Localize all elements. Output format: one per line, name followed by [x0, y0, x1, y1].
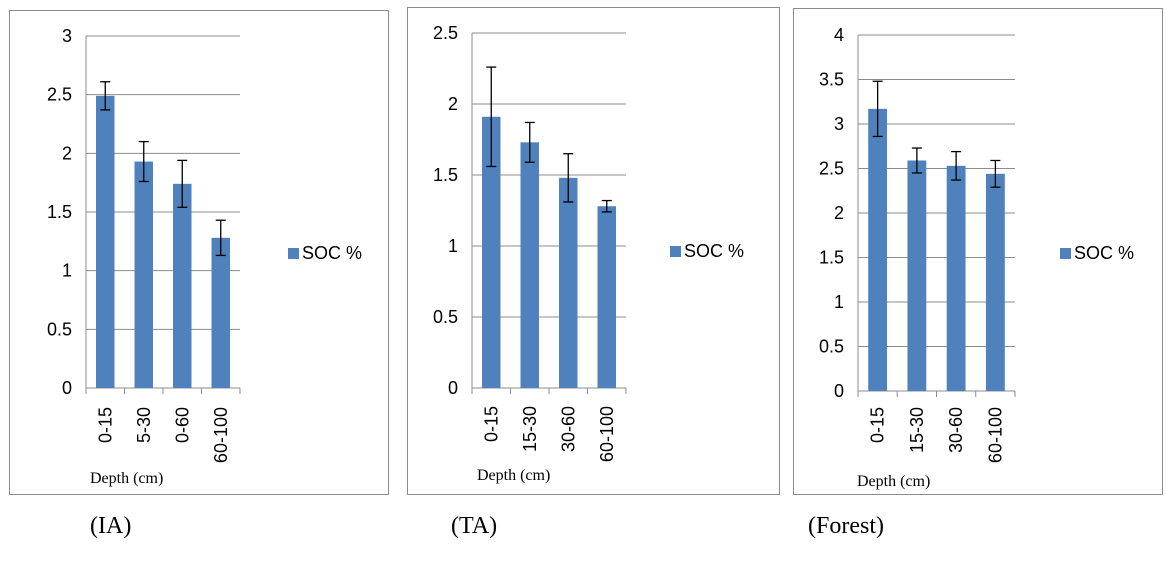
x-axis-label: Depth (cm) — [90, 470, 164, 487]
bar — [946, 165, 966, 391]
x-tick-label: 60-100 — [211, 407, 231, 463]
y-tick-label: 1.5 — [433, 165, 458, 185]
y-tick-label: 1 — [448, 236, 458, 256]
y-tick-label: 2 — [62, 143, 72, 163]
bar — [597, 206, 616, 388]
y-tick-label: 0 — [834, 381, 844, 401]
bar — [173, 183, 192, 388]
chart-forest: 0 0.5 1 1.5 2 2.5 3 3.5 4 0-15 15-30 30-60 60-100 — [819, 25, 1016, 463]
chart-panel-ta: 0 0.5 1 1.5 2 2.5 0-15 15-30 30-60 60-100 Depth (… — [407, 7, 780, 495]
bar — [482, 116, 501, 388]
bar — [985, 173, 1005, 391]
caption-forest: (Forest) — [808, 513, 884, 539]
y-tick-label: 2.5 — [819, 159, 844, 179]
y-tick-label: 0 — [448, 378, 458, 398]
y-tick-label: 2.5 — [433, 23, 458, 43]
x-axis-label: Depth (cm) — [477, 467, 551, 484]
y-tick-label: 3.5 — [819, 70, 844, 90]
y-tick-label: 3 — [834, 114, 844, 134]
caption-ta: (TA) — [451, 513, 498, 539]
x-tick-label: 0-15 — [481, 406, 501, 442]
x-tick-label: 0-60 — [172, 407, 192, 443]
x-tick-label: 60-100 — [985, 407, 1005, 463]
y-tick-label: 2.5 — [47, 85, 72, 105]
x-tick-label: 0-15 — [95, 407, 115, 443]
y-tick-label: 1 — [834, 292, 844, 312]
y-tick-label: 2 — [448, 94, 458, 114]
x-tick-label: 15-30 — [520, 406, 540, 452]
x-tick-label: 5-30 — [134, 407, 154, 443]
legend-swatch — [288, 248, 299, 259]
bar — [520, 142, 539, 388]
y-tick-label: 1 — [62, 261, 72, 281]
legend-label: SOC % — [302, 243, 363, 263]
y-tick-label: 0.5 — [819, 337, 844, 357]
y-tick-label: 1.5 — [47, 202, 72, 222]
legend: SOC % — [670, 241, 744, 262]
bar — [96, 95, 115, 388]
caption-ia: (IA) — [90, 513, 132, 539]
chart-ia: 0 0.5 1 1.5 2 2.5 3 0-15 5-30 0-60 60-100 — [47, 26, 241, 463]
bar — [559, 177, 578, 388]
x-tick-label: 30-60 — [558, 406, 578, 452]
x-tick-label: 15-30 — [907, 407, 927, 453]
chart-panel-ia: 0 0.5 1 1.5 2 2.5 3 0-15 5-30 0-60 60-100 Depth (c… — [9, 10, 389, 495]
bar — [211, 237, 230, 388]
chart-panel-forest: 0 0.5 1 1.5 2 2.5 3 3.5 4 0-15 15-30 30-60 60-100 De… — [793, 8, 1163, 495]
x-tick-label: 60-100 — [597, 406, 617, 462]
y-tick-label: 3 — [62, 26, 72, 46]
x-axis-label: Depth (cm) — [857, 473, 931, 490]
legend-swatch — [670, 246, 681, 257]
bar — [134, 161, 153, 388]
bar — [868, 108, 888, 392]
legend: SOC % — [288, 243, 362, 264]
x-tick-label: 0-15 — [868, 407, 888, 443]
y-tick-label: 1.5 — [819, 248, 844, 268]
y-tick-label: 2 — [834, 203, 844, 223]
y-tick-label: 0.5 — [47, 319, 72, 339]
chart-ta: 0 0.5 1 1.5 2 2.5 0-15 15-30 30-60 60-100 — [433, 23, 627, 462]
bar — [907, 160, 927, 391]
legend-label: SOC % — [684, 241, 745, 261]
y-tick-label: 0 — [62, 378, 72, 398]
x-tick-label: 30-60 — [946, 407, 966, 453]
legend-label: SOC % — [1074, 243, 1135, 263]
y-tick-label: 4 — [834, 25, 844, 45]
y-tick-label: 0.5 — [433, 307, 458, 327]
legend-swatch — [1060, 248, 1071, 259]
legend: SOC % — [1060, 243, 1134, 264]
